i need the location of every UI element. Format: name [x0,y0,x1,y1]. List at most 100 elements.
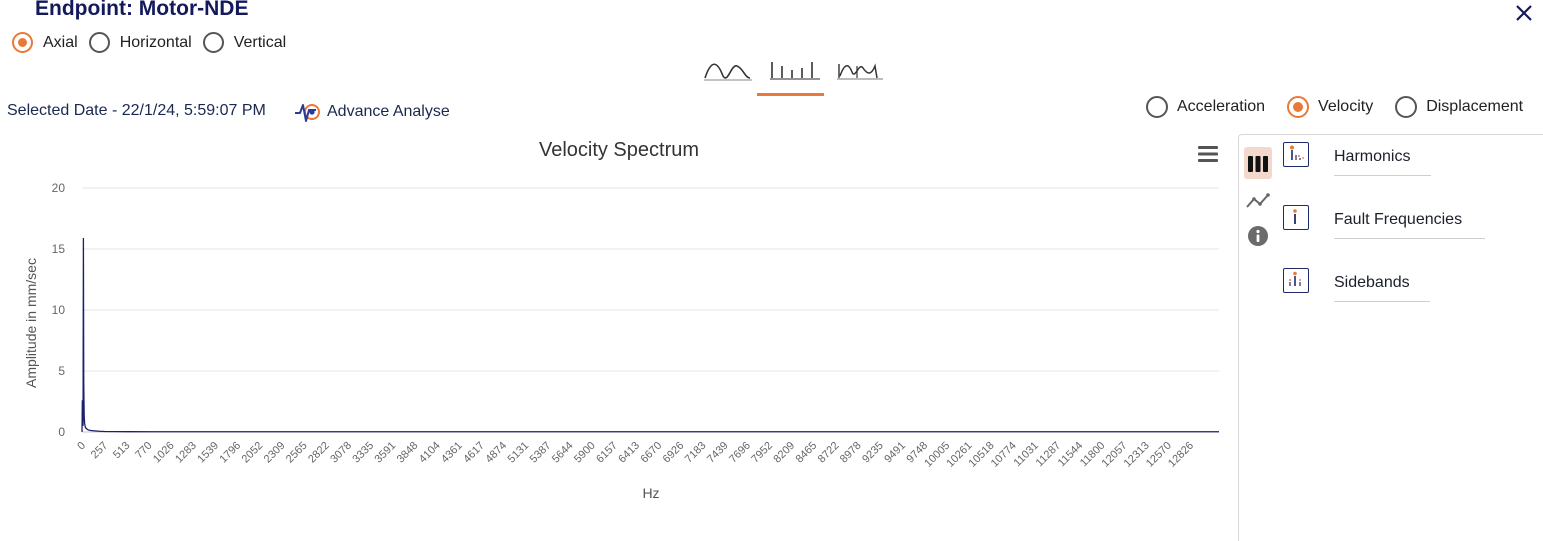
x-tick-label: 2565 [284,440,310,466]
fault-frequencies-label: Fault Frequencies [1334,211,1485,239]
y-tick-label: 0 [58,425,65,439]
y-tick-label: 5 [58,364,65,378]
radio-button[interactable] [1395,96,1418,118]
x-tick-label: 257 [89,440,110,461]
advance-analyse-label: Advance Analyse [327,103,450,120]
active-tab-indicator [757,93,824,96]
close-icon[interactable] [1512,2,1536,24]
harmonics-tool[interactable]: Harmonics [1283,142,1431,176]
x-tick-label: 9235 [860,440,886,466]
sidebands-tool[interactable]: Sidebands [1283,268,1430,302]
x-tick-label: 2052 [240,440,266,466]
info-icon[interactable] [1247,225,1269,247]
analysis-side-panel: Harmonics Fault Frequencies Sidebands [1238,134,1543,541]
x-tick-label: 4617 [461,440,487,466]
mixed-wave-icon [837,63,883,80]
x-tick-label: 3848 [395,440,421,466]
x-tick-label: 6413 [616,440,642,466]
x-tick-label: 1539 [195,440,221,466]
x-tick-label: 6670 [638,440,664,466]
smooth-wave-icon [704,63,752,81]
y-tick-label: 20 [52,181,66,195]
x-tick-label: 5131 [506,440,532,466]
x-tick-label: 5900 [572,440,598,466]
trend-line-icon[interactable] [1245,191,1271,211]
radio-vertical[interactable]: Vertical [202,32,287,53]
combined-tab[interactable] [837,58,895,92]
radio-button[interactable] [1287,96,1310,118]
x-tick-label: 2309 [262,440,288,466]
chart-title: Velocity Spectrum [539,139,699,161]
x-tick-label: 7696 [727,440,753,466]
x-tick-label: 3078 [328,440,354,466]
radio-velocity[interactable]: Velocity [1287,96,1373,118]
unit-radio-group: Acceleration Velocity Displacement [1146,96,1543,118]
radio-label: Velocity [1318,98,1374,115]
x-tick-label: 4361 [439,440,465,466]
x-tick-label: 3591 [373,440,399,466]
chart-grid [82,187,1219,433]
spectrum-tab[interactable] [770,58,828,92]
bar-spectrum-icon [770,62,820,80]
y-axis-ticks: 0 5 10 15 20 [52,181,66,439]
radio-displacement[interactable]: Displacement [1395,96,1523,118]
radio-axial[interactable]: Axial [12,32,78,53]
x-tick-label: 8209 [771,440,797,466]
x-tick-label: 2822 [306,440,332,466]
x-tick-label: 6157 [594,440,620,466]
radio-horizontal[interactable]: Horizontal [88,32,192,53]
x-tick-label: 8978 [838,440,864,466]
x-tick-label: 4874 [483,440,509,466]
x-tick-label: 7183 [683,440,709,466]
y-tick-label: 10 [52,303,66,317]
radio-label: Acceleration [1177,98,1266,115]
advance-analyse-link[interactable]: Advance Analyse [294,99,450,125]
x-tick-label: 9491 [882,440,908,466]
radio-acceleration[interactable]: Acceleration [1146,96,1265,118]
radio-button[interactable] [12,32,33,53]
harmonics-label: Harmonics [1334,148,1431,176]
fault-frequencies-icon [1283,205,1309,230]
x-tick-label: 8722 [816,440,842,466]
x-axis-ticks: 0 257 513 770102612831539179620522309256528… [75,440,1196,470]
x-tick-label: 4104 [417,440,443,466]
series-line [81,238,1219,433]
radio-button[interactable] [1146,96,1168,118]
harmonics-icon [1283,142,1309,167]
selected-date: Selected Date - 22/1/24, 5:59:07 PM [7,102,266,119]
radio-label: Axial [43,33,78,51]
y-tick-label: 15 [52,242,66,256]
radio-label: Displacement [1426,98,1524,115]
x-tick-label: 513 [111,440,132,461]
waveform-tab[interactable] [703,58,761,92]
columns-view-icon[interactable] [1244,147,1272,179]
axis-radio-group: Axial Horizontal Vertical [12,32,297,53]
x-tick-label: 5387 [528,440,554,466]
chart-menu-icon[interactable] [1197,144,1219,164]
x-tick-label: 0 [75,440,88,453]
x-tick-label: 6926 [661,440,687,466]
x-tick-label: 7952 [749,440,775,466]
radio-button[interactable] [202,32,224,53]
radio-label: Vertical [233,33,287,51]
x-axis-label: Hz [642,485,659,501]
x-tick-label: 1283 [173,440,199,466]
x-tick-label: 8465 [794,440,820,466]
page-title: Endpoint: Motor-NDE [35,0,249,20]
x-tick-label: 12826 [1166,440,1196,470]
sidebands-label: Sidebands [1334,274,1430,302]
x-tick-label: 7439 [705,440,731,466]
y-axis-label: Amplitude in mm/sec [23,258,39,388]
x-tick-label: 3335 [350,440,376,466]
x-tick-label: 10774 [989,440,1019,470]
fault-frequencies-tool[interactable]: Fault Frequencies [1283,205,1485,239]
sidebands-icon [1283,268,1309,293]
chart-type-tabs [700,58,890,98]
x-tick-label: 1026 [151,440,177,466]
x-tick-label: 1796 [217,440,243,466]
radio-label: Horizontal [119,33,192,51]
advance-analyse-icon [295,104,320,122]
x-tick-label: 5644 [550,440,576,466]
radio-button[interactable] [88,32,110,53]
